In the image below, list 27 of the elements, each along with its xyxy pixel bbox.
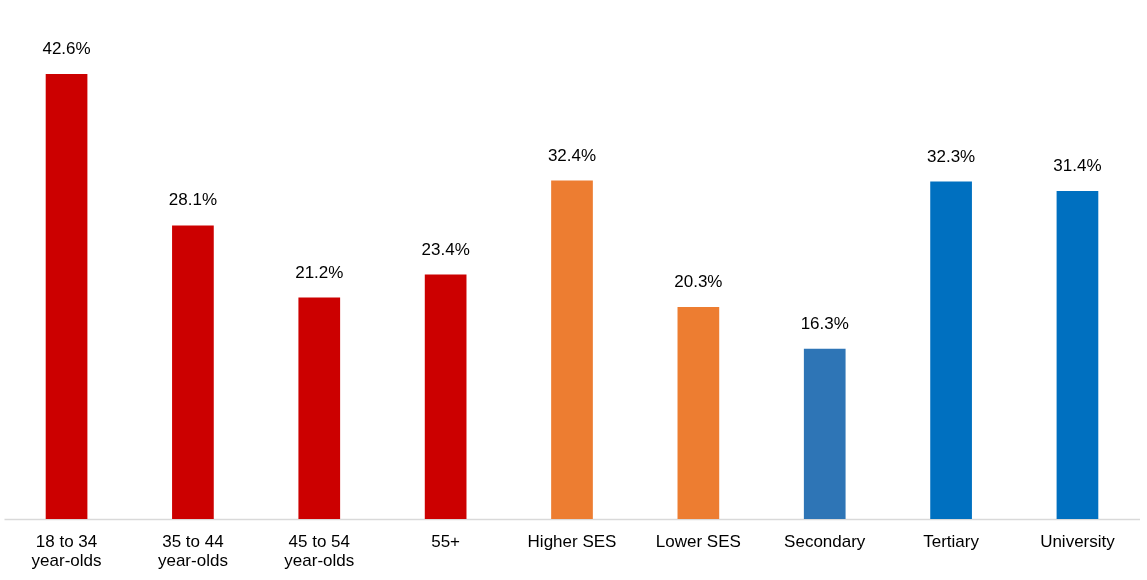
bar [424,274,467,519]
x-tick-label: 45 to 54 year-olds [284,531,355,570]
x-tick-label: 35 to 44 year-olds [157,531,228,570]
data-label: 23.4% [421,239,470,259]
x-tick-label: Secondary [784,531,866,551]
bar [45,74,88,519]
data-label: 16.3% [800,313,849,333]
bar [1056,191,1099,519]
data-label: 21.2% [295,262,344,282]
x-tick-label: 18 to 34 year-olds [31,531,102,570]
data-label: 28.1% [168,190,218,210]
x-tick-label: 55+ [431,531,461,551]
data-label: 32.4% [547,145,597,165]
x-tick-label: Tertiary [923,531,980,551]
x-tick-label: University [1040,531,1116,551]
data-label: 20.3% [674,271,723,291]
bar [930,181,972,519]
x-tick-label: Higher SES [527,531,617,551]
data-label: 42.6% [42,39,91,58]
bar [172,225,214,519]
bar [803,348,846,519]
data-label: 31.4% [1053,156,1102,175]
data-label: 32.3% [926,146,976,166]
bar [298,297,341,519]
bar [677,306,720,519]
bar [551,180,593,519]
x-tick-label: Lower SES [655,531,741,551]
